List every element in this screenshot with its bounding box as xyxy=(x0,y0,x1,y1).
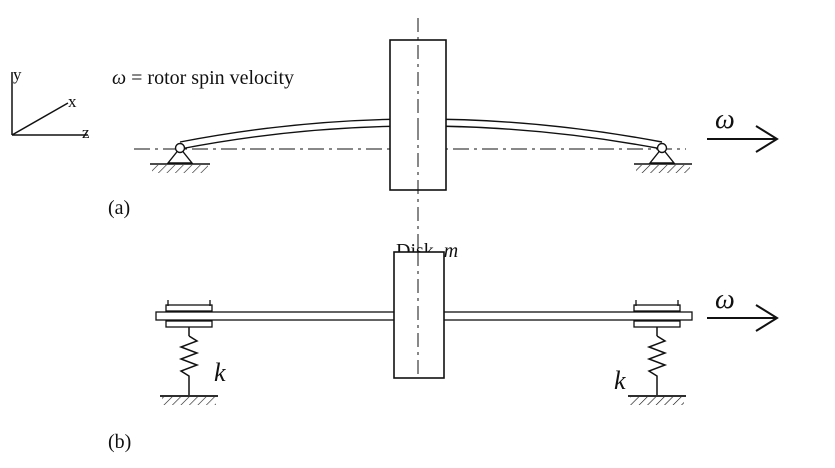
left-spring xyxy=(178,335,200,395)
panel-b-label: (b) xyxy=(108,431,131,453)
panel-a: ω (a) xyxy=(108,39,779,219)
disk-a xyxy=(389,39,447,191)
right-ground-hatch-b xyxy=(630,397,684,405)
right-bearing-bottom xyxy=(633,320,681,328)
spin-arrow-a xyxy=(707,125,779,153)
left-ground-hatch-b xyxy=(162,397,216,405)
left-bearing-support-b xyxy=(160,300,218,405)
x-axis-line xyxy=(11,102,69,136)
left-bearing-top xyxy=(165,304,213,312)
disk-b xyxy=(393,251,445,379)
omega-symbol-a: ω xyxy=(715,104,735,135)
panel-b: k k ω (b) xyxy=(108,251,779,453)
spin-arrow-b xyxy=(707,304,779,332)
right-bearing-support-b xyxy=(628,300,686,405)
right-ground-hatch-a xyxy=(636,165,690,173)
omega-symbol-b: ω xyxy=(715,284,735,315)
panel-a-label: (a) xyxy=(108,197,130,219)
y-axis-label: y xyxy=(13,65,22,84)
right-pin-hinge xyxy=(656,142,668,154)
right-spring xyxy=(646,335,668,395)
z-axis-label: z xyxy=(82,123,90,142)
x-axis-label: x xyxy=(68,92,77,111)
spring-label-right: k xyxy=(614,366,626,395)
omega-caption: ω = rotor spin velocity xyxy=(112,67,294,89)
omega-caption-text: = rotor spin velocity xyxy=(126,67,294,89)
right-pin-triangle xyxy=(648,146,676,164)
disk-mass-symbol: m xyxy=(444,240,458,262)
right-bearing-top xyxy=(633,304,681,312)
omega-caption-symbol: ω xyxy=(112,67,126,89)
left-ground-hatch-a xyxy=(152,165,208,173)
left-pin-triangle xyxy=(166,146,194,164)
right-pin-support-a xyxy=(634,142,692,173)
coordinate-axes xyxy=(11,72,88,136)
spring-label-left: k xyxy=(214,358,226,387)
left-pin-hinge xyxy=(174,142,186,154)
left-pin-support-a xyxy=(150,142,210,173)
left-bearing-bottom xyxy=(165,320,213,328)
